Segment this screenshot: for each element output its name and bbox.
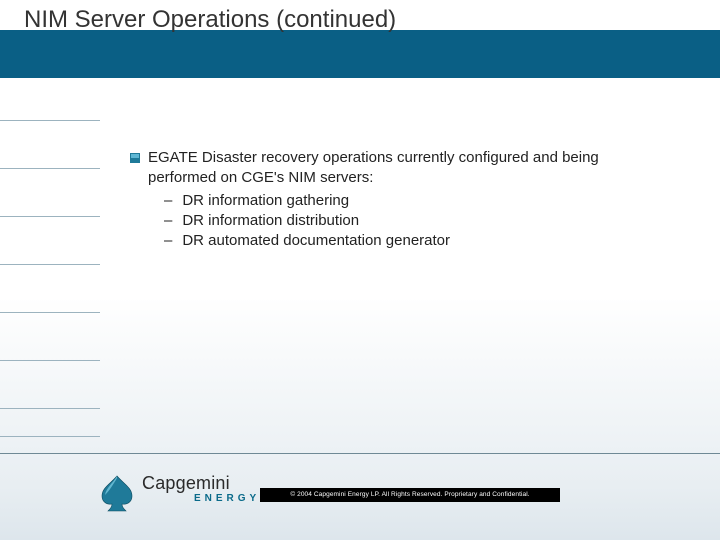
sub-bullet-text: DR information distribution (182, 211, 359, 231)
sub-bullet-item: – DR information gathering (164, 191, 660, 211)
copyright-bar: © 2004 Capgemini Energy LP. All Rights R… (260, 488, 560, 502)
dash-icon: – (164, 191, 172, 211)
spade-icon (100, 474, 134, 514)
bullet-icon (130, 153, 140, 163)
slide: NIM Server Operations (continued) EGATE … (0, 0, 720, 540)
sub-bullet-text: DR information gathering (182, 191, 349, 211)
content-area: EGATE Disaster recovery operations curre… (130, 148, 660, 251)
sub-bullet-item: – DR automated documentation generator (164, 231, 660, 251)
logo: Capgemini ENERGY (100, 474, 260, 514)
bullet-item: EGATE Disaster recovery operations curre… (130, 148, 660, 189)
logo-sub-text: ENERGY (194, 494, 260, 504)
footer-divider (0, 453, 720, 454)
logo-main-text: Capgemini (142, 474, 260, 492)
bullet-text: EGATE Disaster recovery operations curre… (148, 148, 660, 189)
decorative-horizontal-lines (0, 120, 100, 480)
sub-bullet-text: DR automated documentation generator (182, 231, 450, 251)
slide-title: NIM Server Operations (continued) (24, 6, 396, 34)
sub-bullet-list: – DR information gathering – DR informat… (164, 191, 660, 252)
title-bar (0, 30, 720, 78)
dash-icon: – (164, 231, 172, 251)
sub-bullet-item: – DR information distribution (164, 211, 660, 231)
logo-text: Capgemini ENERGY (142, 474, 260, 504)
dash-icon: – (164, 211, 172, 231)
